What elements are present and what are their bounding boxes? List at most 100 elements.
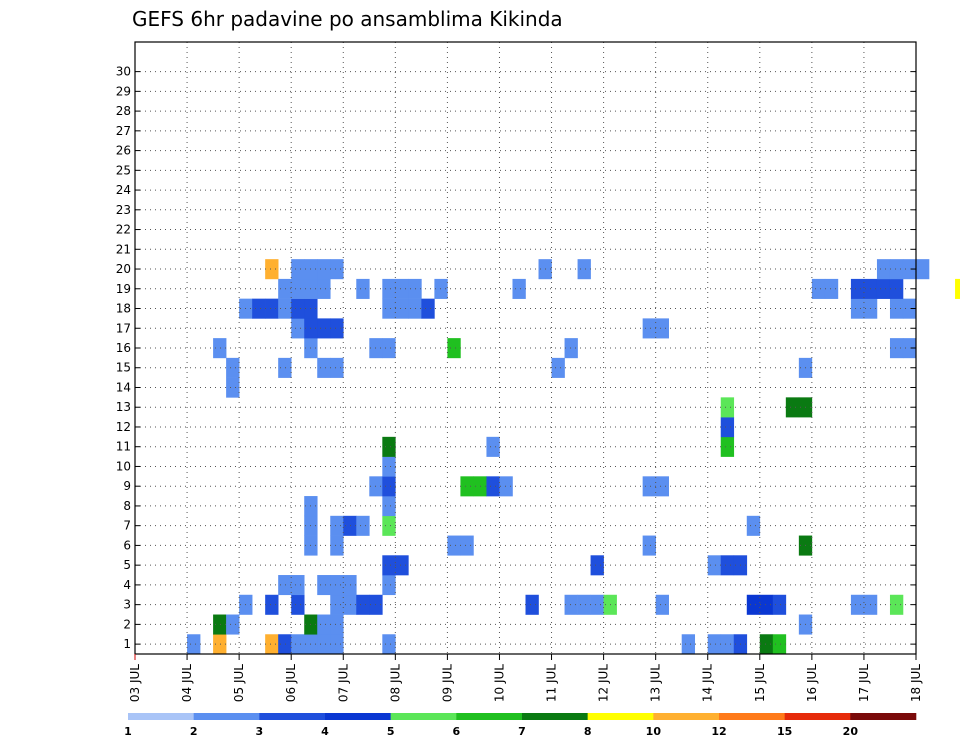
heatmap-cell-140 [578,259,591,279]
colorbar-label: 10 [646,725,662,738]
heatmap-cell-2 [265,634,278,654]
x-tick-label: 06 JUL [284,664,298,702]
y-tick-label: 6 [123,538,131,552]
x-tick-label: 05 JUL [232,664,246,702]
colorbar-label: 15 [777,725,792,738]
heatmap-cell-26 [356,595,369,615]
y-tick-label: 27 [116,124,131,138]
x-tick-label: 12 JUL [597,664,611,702]
x-tick-label: 17 JUL [857,664,871,702]
heatmap-cell-135 [291,259,304,279]
heatmap-cell-31 [591,595,604,615]
x-tick-label: 11 JUL [545,664,559,702]
heatmap-cell-19 [330,615,343,635]
heatmap-cell-141 [877,259,890,279]
heatmap-cell-132 [890,279,903,299]
colorbar: 1 2 3 4 5 6 7 8 10 12 15 20 [124,713,916,738]
y-tick-label: 7 [123,519,131,533]
heatmap-cell-75 [382,437,395,457]
heatmap-cell-79 [721,397,734,417]
x-tick-label: 18 JUL [909,664,923,702]
x-tick-label: 14 JUL [701,664,715,702]
colorbar-swatch-8 [653,713,719,720]
heatmap-cell-92 [382,338,395,358]
chart-title: GEFS 6hr padavine po ansamblima Kikinda [132,7,563,31]
x-tick-label: 15 JUL [753,664,767,702]
heatmap-cell-56 [643,536,656,556]
heatmap-cell-99 [317,318,330,338]
y-tick-label: 18 [116,302,131,316]
heatmap-cell-43 [330,575,343,595]
heatmap-cell-68 [460,476,473,496]
colorbar-label: 1 [124,725,132,738]
heatmap-cell-36 [773,595,786,615]
colorbar-swatch-0 [128,713,194,720]
y-tick-label: 30 [116,65,131,79]
colorbar-label: 12 [711,725,726,738]
heatmap-cell-18 [317,615,330,635]
heatmap-cell-37 [851,595,864,615]
heatmap-cell-134 [265,259,278,279]
colorbar-swatch-2 [259,713,325,720]
heatmap-cell-142 [890,259,903,279]
heatmap-cell-104 [252,299,265,319]
y-tick-label: 4 [123,578,131,592]
y-tick-label: 12 [116,420,131,434]
heatmap-cell-101 [643,318,656,338]
y-tick-label: 15 [116,361,131,375]
heatmap-cell-16 [226,615,239,635]
y-tick-label: 2 [123,617,131,631]
heatmap-cell-42 [317,575,330,595]
colorbar-label: 3 [256,725,264,738]
heatmap-cell-35 [760,595,773,615]
heatmap-cell-65 [382,496,395,516]
y-tick-label: 3 [123,598,131,612]
heatmap-cell-129 [851,279,864,299]
heatmap-cell-74 [382,457,395,477]
heatmap-cell-6 [317,634,330,654]
heatmap-cell-50 [721,555,734,575]
heatmap-cell-86 [330,358,343,378]
colorbar-label: 2 [190,725,198,738]
heatmap-cell-55 [460,536,473,556]
heatmap-cell-23 [291,595,304,615]
heatmap-cell-48 [591,555,604,575]
y-tick-label: 26 [116,144,131,158]
heatmap-cell-85 [317,358,330,378]
y-tick-label: 25 [116,163,131,177]
heatmap-cell-49 [708,555,721,575]
y-tick-label: 24 [116,183,131,197]
heatmap-cell-11 [721,634,734,654]
colorbar-label: 5 [387,725,395,738]
heatmap-cell-97 [291,318,304,338]
x-tick-label: 09 JUL [440,664,454,702]
y-tick-label: 21 [116,242,131,256]
heatmap-cell-102 [656,318,669,338]
heatmap-cell-39 [890,595,903,615]
heatmap-cell-78 [721,417,734,437]
x-tick-label: 04 JUL [180,664,194,702]
heatmap-cell-93 [447,338,460,358]
heatmap-cell-107 [291,299,304,319]
heatmap-cell-115 [890,299,903,319]
heatmap-cell-113 [851,299,864,319]
colorbar-swatch-7 [588,713,654,720]
heatmap-cell-120 [317,279,330,299]
y-tick-label: 20 [116,262,131,276]
heatmap-cell-62 [382,516,395,536]
heatmap-cell-126 [512,279,525,299]
y-tick-label: 14 [116,380,131,394]
heatmap-cell-105 [265,299,278,319]
colorbar-swatch-4 [391,713,457,720]
colorbar-swatch-6 [522,713,588,720]
heatmap-cell-87 [552,358,565,378]
heatmap-cell-33 [656,595,669,615]
heatmap-cell-0 [187,634,200,654]
colorbar-label: 6 [453,725,461,738]
colorbar-swatch-3 [325,713,391,720]
x-tick-label: 07 JUL [336,664,350,702]
heatmap-cell-34 [747,595,760,615]
x-tick-label: 03 JUL [128,664,142,702]
heatmap-cell-9 [682,634,695,654]
